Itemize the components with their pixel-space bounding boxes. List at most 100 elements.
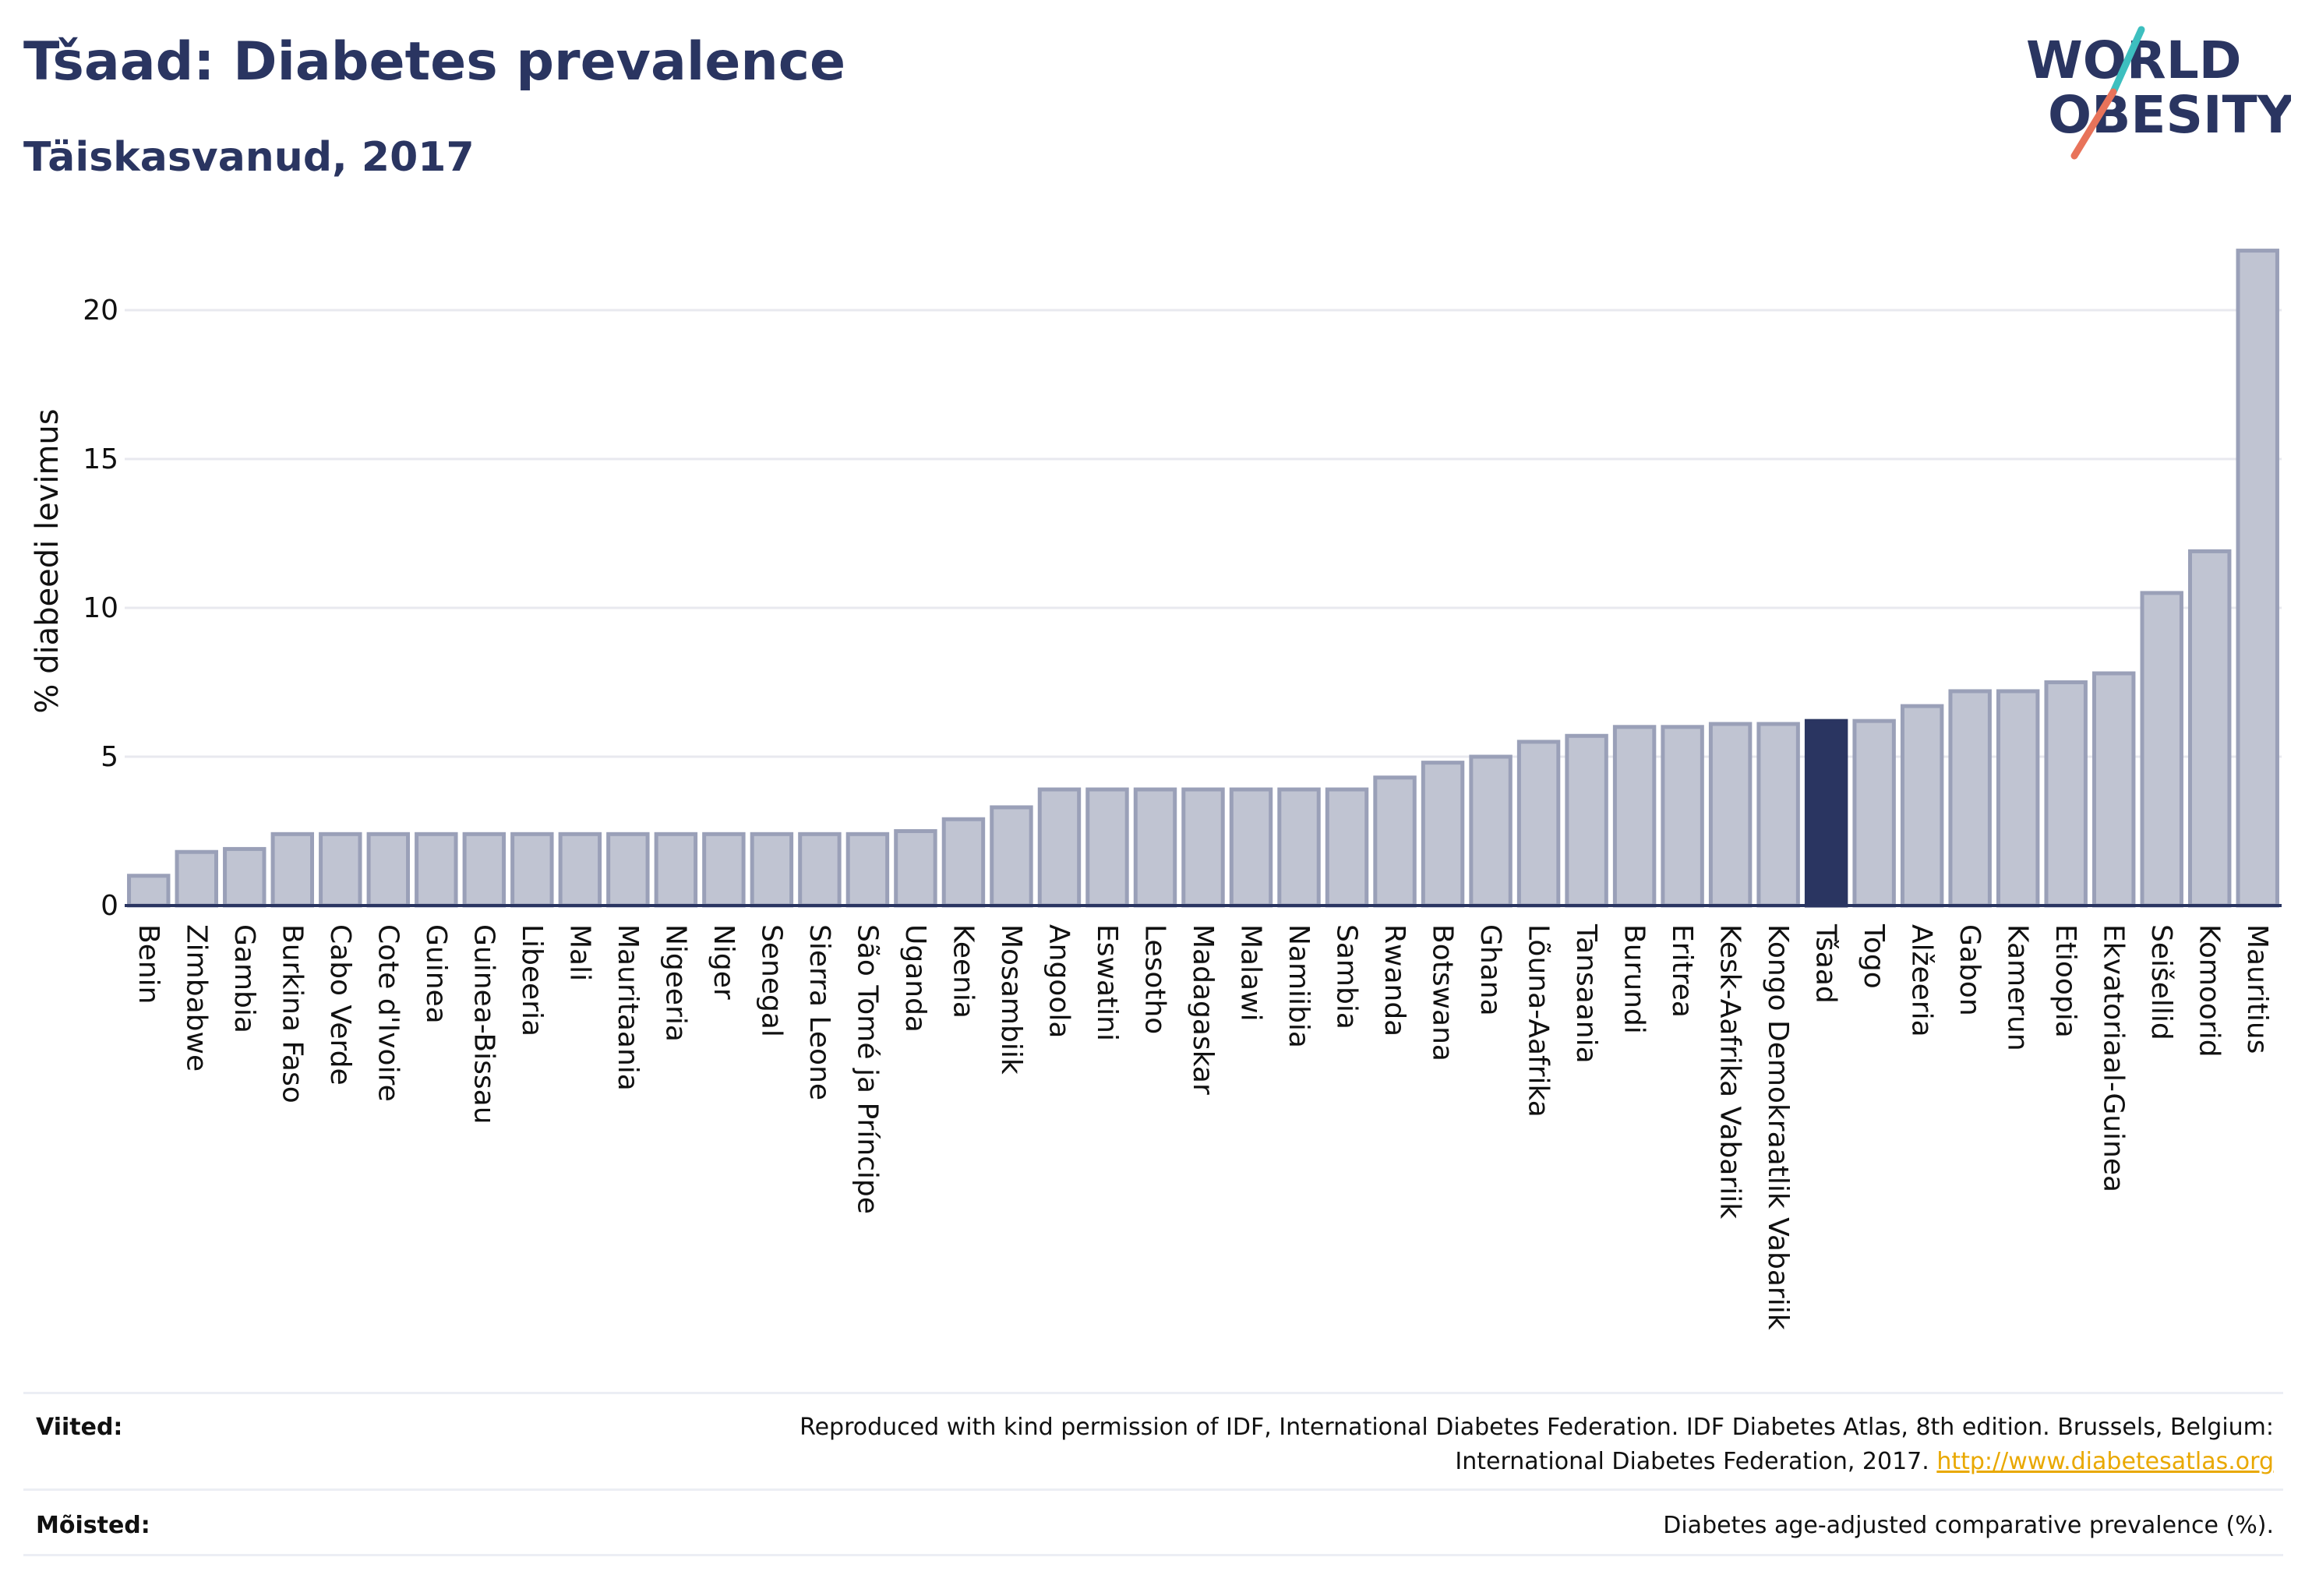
bar xyxy=(1181,787,1225,908)
bar xyxy=(366,832,411,908)
bar xyxy=(1277,787,1321,908)
bar xyxy=(2140,591,2183,908)
x-tick-label: Etioopia xyxy=(2049,924,2081,1038)
bar xyxy=(990,805,1033,908)
x-tick-label: Kamerun xyxy=(2002,924,2034,1051)
bar xyxy=(510,832,554,908)
x-tick-label: Keenia xyxy=(947,924,979,1019)
bar xyxy=(894,829,937,908)
x-tick-label: Ekvatoriaal-Guinea xyxy=(2098,924,2130,1192)
bar xyxy=(1085,787,1129,908)
x-tick-label: Kesk-Aafrika Vabariik xyxy=(1714,924,1746,1219)
bar xyxy=(1948,689,1992,908)
x-tick-label: Guinea xyxy=(420,924,452,1024)
bar xyxy=(798,832,842,908)
bar xyxy=(1996,689,2040,908)
chart-subtitle: Täiskasvanud, 2017 xyxy=(23,134,475,181)
definitions-label: Mõisted: xyxy=(36,1512,150,1539)
x-tick-label: Nigeeria xyxy=(659,924,691,1042)
bar xyxy=(654,832,698,908)
x-tick-label: Rwanda xyxy=(1378,924,1410,1036)
sources-line2-wrap: International Diabetes Federation, 2017.… xyxy=(559,1445,2274,1479)
definitions-text: Diabetes age-adjusted comparative preval… xyxy=(1663,1512,2274,1539)
footer-divider-middle xyxy=(23,1488,2283,1491)
x-tick-label: Zimbabwe xyxy=(180,924,212,1072)
y-tick-label: 5 xyxy=(101,741,118,773)
x-tick-label: Namiibia xyxy=(1283,924,1315,1048)
bar xyxy=(1421,761,1465,908)
bar xyxy=(606,832,650,908)
footer-divider-bottom xyxy=(23,1554,2283,1556)
bar xyxy=(1852,719,1896,908)
bar xyxy=(415,832,458,908)
bar xyxy=(558,832,602,908)
bar xyxy=(1708,722,1753,908)
x-tick-label: Cote d'Ivoire xyxy=(372,924,404,1102)
x-tick-label: Libeeria xyxy=(516,924,548,1036)
bar xyxy=(1516,740,1561,908)
bar xyxy=(2236,249,2279,908)
x-tick-label: Tšaad xyxy=(1810,923,1842,1004)
x-tick-label: Eswatini xyxy=(1091,924,1123,1041)
bar-chart: 0 5 10 15 20 % diabeedi levimus Benin Zimbabwe G… xyxy=(30,249,2282,1330)
bar xyxy=(1756,722,1800,908)
x-tick-label: Tansaania xyxy=(1570,923,1602,1064)
x-tick-label: Seišellid xyxy=(2145,924,2177,1040)
y-tick-label: 15 xyxy=(83,443,118,475)
bar xyxy=(1661,725,1704,908)
x-tick-label: Gabon xyxy=(1954,924,1986,1016)
bar xyxy=(1037,787,1082,908)
chart-title: Tšaad: Diabetes prevalence xyxy=(23,31,846,93)
bar xyxy=(2044,680,2088,908)
bar xyxy=(750,832,794,908)
bar xyxy=(845,832,890,908)
sources-link[interactable]: http://www.diabetesatlas.org xyxy=(1936,1448,2274,1475)
world-obesity-logo: WORLD OBESITY xyxy=(2026,26,2291,160)
x-tick-label: Burundi xyxy=(1618,924,1650,1034)
x-tick-label: Togo xyxy=(1858,923,1890,989)
x-tick-label: Sambia xyxy=(1331,924,1363,1029)
x-tick-label: Alžeeria xyxy=(1906,924,1938,1037)
bar xyxy=(1900,704,1944,908)
x-tick-label: Komoorid xyxy=(2194,924,2226,1058)
x-tick-label: Mauritius xyxy=(2241,924,2273,1054)
x-tick-label: Guinea-Bissau xyxy=(468,924,499,1125)
x-tick-label: Botswana xyxy=(1427,924,1459,1061)
bar xyxy=(462,832,507,908)
y-tick-label: 20 xyxy=(83,295,118,327)
x-tick-label: São Tomé ja Príncipe xyxy=(851,924,883,1214)
x-tick-label: Kongo Demokraatlik Vabariik xyxy=(1762,924,1794,1330)
sources-text: Reproduced with kind permission of IDF, … xyxy=(559,1411,2274,1479)
x-tick-label: Burkina Faso xyxy=(276,924,308,1103)
logo-slash-top xyxy=(2109,26,2145,96)
bar xyxy=(941,817,986,908)
sources-line2: International Diabetes Federation, 2017. xyxy=(1455,1448,1929,1475)
logo-slash-bottom xyxy=(2070,88,2117,160)
x-tick-label: Malawi xyxy=(1235,924,1267,1022)
x-tick-label: Senegal xyxy=(755,924,787,1037)
y-tick-label: 0 xyxy=(101,890,118,922)
x-tick-label: Mauritaania xyxy=(612,924,644,1091)
x-tick-label: Uganda xyxy=(899,924,931,1033)
bar xyxy=(2188,549,2232,908)
x-tick-label: Niger xyxy=(708,924,740,1000)
bar-highlight xyxy=(1804,719,1848,908)
y-axis-label: % diabeedi levimus xyxy=(30,408,65,713)
sources-label: Viited: xyxy=(36,1414,123,1441)
bar xyxy=(1565,733,1608,908)
x-tick-label: Cabo Verde xyxy=(324,924,356,1086)
x-tick-label: Madagaskar xyxy=(1187,924,1219,1095)
sources-line1: Reproduced with kind permission of IDF, … xyxy=(800,1414,2274,1441)
bar xyxy=(702,832,746,908)
bar xyxy=(1229,787,1273,908)
bar xyxy=(270,832,315,908)
bar xyxy=(1325,787,1369,908)
bar xyxy=(1133,787,1177,908)
bar xyxy=(223,846,267,908)
bar xyxy=(1612,725,1657,908)
bar xyxy=(1469,754,1513,908)
x-tick-label: Eritrea xyxy=(1666,924,1698,1018)
x-tick-label: Benin xyxy=(132,924,164,1004)
x-tick-label: Angoola xyxy=(1043,924,1075,1038)
x-tick-label: Ghana xyxy=(1474,924,1506,1016)
